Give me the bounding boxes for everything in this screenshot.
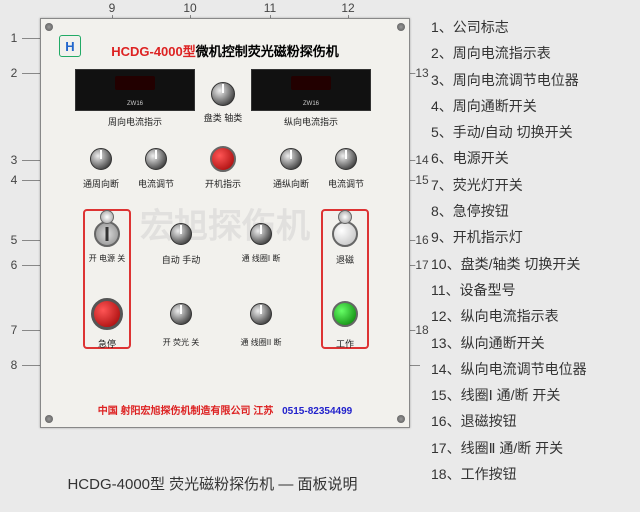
lbl: 电流调节 — [138, 177, 174, 190]
company-suf: 江苏 — [253, 406, 273, 417]
company-name: 射阳宏旭探伤机制造有限公司 — [121, 406, 251, 417]
lbl: 通周向断 — [83, 177, 119, 190]
callout-num-14: 14 — [415, 153, 428, 167]
long-current-display: ZW16 — [251, 69, 371, 111]
callout-num-1: 1 — [11, 31, 18, 45]
lbl: 急停 — [98, 337, 116, 350]
legend-item: 11、设备型号 — [431, 277, 640, 303]
uv-light-switch[interactable] — [170, 303, 192, 325]
legend-item: 7、荧光灯开关 — [431, 172, 640, 198]
power-key-switch[interactable] — [94, 221, 120, 247]
legend-item: 12、纵向电流指示表 — [431, 303, 640, 329]
legend-item: 5、手动/自动 切换开关 — [431, 119, 640, 145]
circ-display-label: 周向电流指示 — [108, 115, 162, 128]
company-line: 中国 射阳宏旭探伤机制造有限公司 江苏 0515-82354499 — [41, 402, 409, 417]
model-number: HCDG-4000 — [111, 44, 183, 59]
long-current-pot[interactable] — [335, 148, 357, 170]
coil1-switch[interactable] — [250, 223, 272, 245]
control-panel: 宏旭探伤机 H HCDG-4000型微机控制荧光磁粉探伤机 ZW16 周向电流指… — [40, 18, 410, 428]
legend-item: 16、退磁按钮 — [431, 408, 640, 434]
legend-item: 2、周向电流指示表 — [431, 40, 640, 66]
lbl: 通 线圈II 断 — [241, 337, 282, 348]
indicator-led — [338, 210, 352, 224]
coil2-switch[interactable] — [250, 303, 272, 325]
lbl: 开 电源 关 — [89, 253, 125, 264]
led-segment — [115, 76, 155, 90]
legend-item: 15、线圈Ⅰ 通/断 开关 — [431, 382, 640, 408]
lbl: 开 荧光 关 — [163, 337, 199, 348]
demag-button[interactable] — [332, 221, 358, 247]
legend-item: 4、周向通断开关 — [431, 93, 640, 119]
long-onoff-switch[interactable] — [280, 148, 302, 170]
circ-current-pot[interactable] — [145, 148, 167, 170]
callout-num-16: 16 — [415, 233, 428, 247]
callout-num-6: 6 — [11, 258, 18, 272]
auto-manual-switch[interactable] — [170, 223, 192, 245]
legend: 1、公司标志 2、周向电流指示表 3、周向电流调节电位器 4、周向通断开关 5、… — [425, 0, 640, 512]
callout-num-5: 5 — [11, 233, 18, 247]
legend-list: 1、公司标志 2、周向电流指示表 3、周向电流调节电位器 4、周向通断开关 5、… — [431, 14, 640, 487]
callout-num-12: 12 — [341, 1, 354, 15]
callout-num-7: 7 — [11, 323, 18, 337]
callout-num-17: 17 — [415, 258, 428, 272]
screw-icon — [45, 23, 53, 31]
figure-caption: HCDG-4000型 荧光磁粉探伤机 — 面板说明 — [0, 473, 425, 494]
work-button[interactable] — [332, 301, 358, 327]
company-pre: 中国 — [98, 406, 118, 417]
legend-item: 8、急停按钮 — [431, 198, 640, 224]
estop-button[interactable] — [91, 298, 123, 330]
legend-item: 3、周向电流调节电位器 — [431, 67, 640, 93]
panel-title: HCDG-4000型微机控制荧光磁粉探伤机 — [41, 41, 409, 60]
led-segment — [291, 76, 331, 90]
legend-item: 9、开机指示灯 — [431, 224, 640, 250]
callout-num-8: 8 — [11, 358, 18, 372]
legend-item: 17、线圈Ⅱ 通/断 开关 — [431, 435, 640, 461]
lbl: 自动 手动 — [162, 253, 201, 266]
indicator-led — [100, 210, 114, 224]
callout-num-9: 9 — [109, 1, 116, 15]
root: 1 2 3 4 5 6 7 8 9 10 11 12 13 14 15 16 1… — [0, 0, 640, 512]
long-display-label: 纵向电流指示 — [284, 115, 338, 128]
legend-item: 1、公司标志 — [431, 14, 640, 40]
callout-num-18: 18 — [415, 323, 428, 337]
callout-num-2: 2 — [11, 66, 18, 80]
legend-item: 6、电源开关 — [431, 145, 640, 171]
pan-axis-label: 盘类 轴类 — [204, 111, 243, 124]
model-suffix: 型 — [183, 44, 196, 59]
lbl: 开机指示 — [205, 177, 241, 190]
lbl: 退磁 — [336, 253, 354, 266]
legend-item: 14、纵向电流调节电位器 — [431, 356, 640, 382]
legend-item: 18、工作按钮 — [431, 461, 640, 487]
watermark: 宏旭探伤机 — [140, 199, 310, 248]
callout-num-13: 13 — [415, 66, 428, 80]
legend-item: 10、盘类/轴类 切换开关 — [431, 251, 640, 277]
callout-num-4: 4 — [11, 173, 18, 187]
company-tel: 0515-82354499 — [282, 406, 352, 417]
callout-num-3: 3 — [11, 153, 18, 167]
lbl: 通纵向断 — [273, 177, 309, 190]
pan-axis-switch[interactable] — [211, 82, 235, 106]
callout-num-15: 15 — [415, 173, 428, 187]
figure-area: 1 2 3 4 5 6 7 8 9 10 11 12 13 14 15 16 1… — [0, 0, 425, 512]
display-chip-label: ZW16 — [252, 101, 370, 108]
lbl: 通 线圈I 断 — [242, 253, 281, 264]
circ-onoff-switch[interactable] — [90, 148, 112, 170]
display-chip-label: ZW16 — [76, 101, 194, 108]
callout-num-11: 11 — [264, 1, 276, 15]
lbl: 工作 — [336, 337, 354, 350]
screw-icon — [397, 23, 405, 31]
callout-num-10: 10 — [183, 1, 196, 15]
power-indicator — [210, 146, 236, 172]
legend-item: 13、纵向通断开关 — [431, 330, 640, 356]
circ-current-display: ZW16 — [75, 69, 195, 111]
model-desc: 微机控制荧光磁粉探伤机 — [196, 44, 339, 59]
lbl: 电流调节 — [328, 177, 364, 190]
